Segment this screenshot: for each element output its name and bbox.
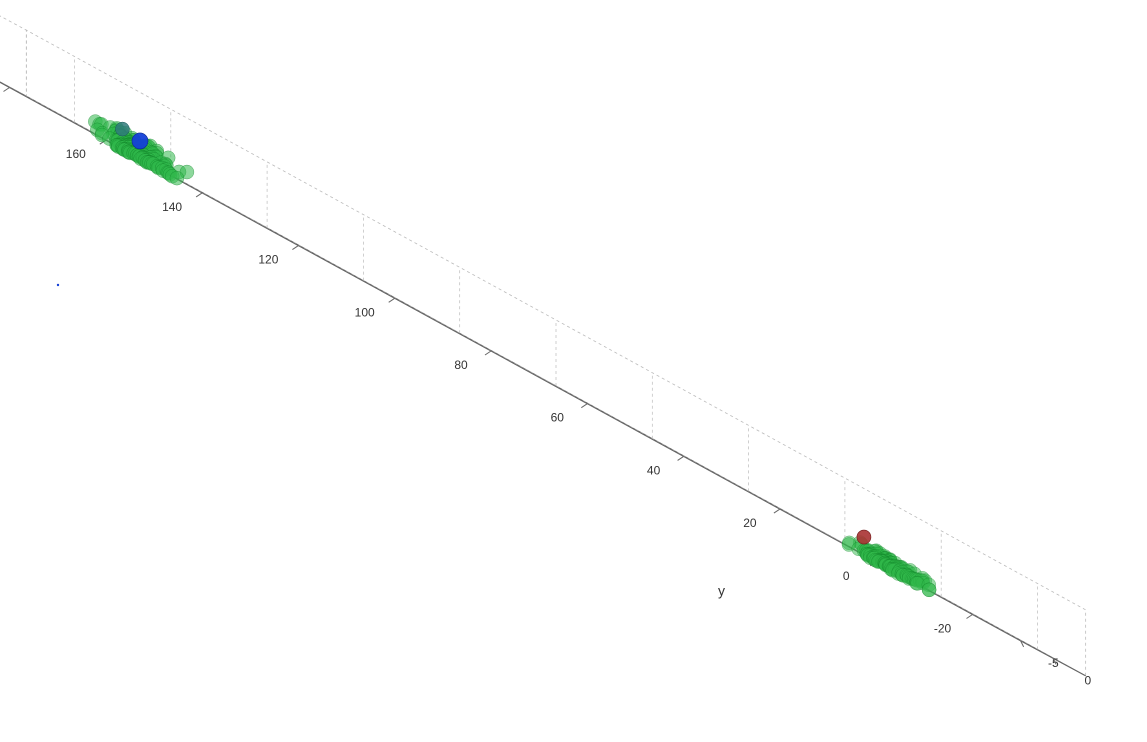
cluster-right bbox=[842, 536, 936, 597]
y-tick-label: 0 bbox=[843, 569, 850, 583]
scatter-point bbox=[170, 171, 184, 185]
y-tick-label: 80 bbox=[454, 358, 468, 372]
y-tick-label: 160 bbox=[66, 147, 86, 161]
stray-dot bbox=[57, 284, 59, 286]
y-axis-label: y bbox=[718, 582, 725, 598]
red-marker bbox=[857, 530, 871, 544]
y-tick-label: -20 bbox=[934, 622, 952, 636]
y-tick-label: 40 bbox=[647, 463, 661, 477]
scatter3d-scene: -20020406080100120140160180y-50 bbox=[0, 0, 1147, 742]
y-tick-label: 100 bbox=[355, 305, 375, 319]
y-tick-label: 120 bbox=[258, 253, 278, 267]
y-tick-label: 60 bbox=[551, 411, 565, 425]
top-left-wall bbox=[0, 0, 26, 96]
teal-marker bbox=[115, 122, 129, 136]
y-tick-label: 140 bbox=[162, 200, 182, 214]
cluster-left bbox=[88, 115, 194, 186]
x-axis-right: -5 0 bbox=[1021, 641, 1092, 688]
y-tick-label: 20 bbox=[743, 516, 757, 530]
scatter-point bbox=[922, 583, 936, 597]
blue-marker bbox=[132, 133, 148, 149]
x-tick-label: -5 bbox=[1048, 656, 1059, 670]
x-tick-label: 0 bbox=[1084, 673, 1091, 687]
special-markers bbox=[115, 122, 871, 544]
